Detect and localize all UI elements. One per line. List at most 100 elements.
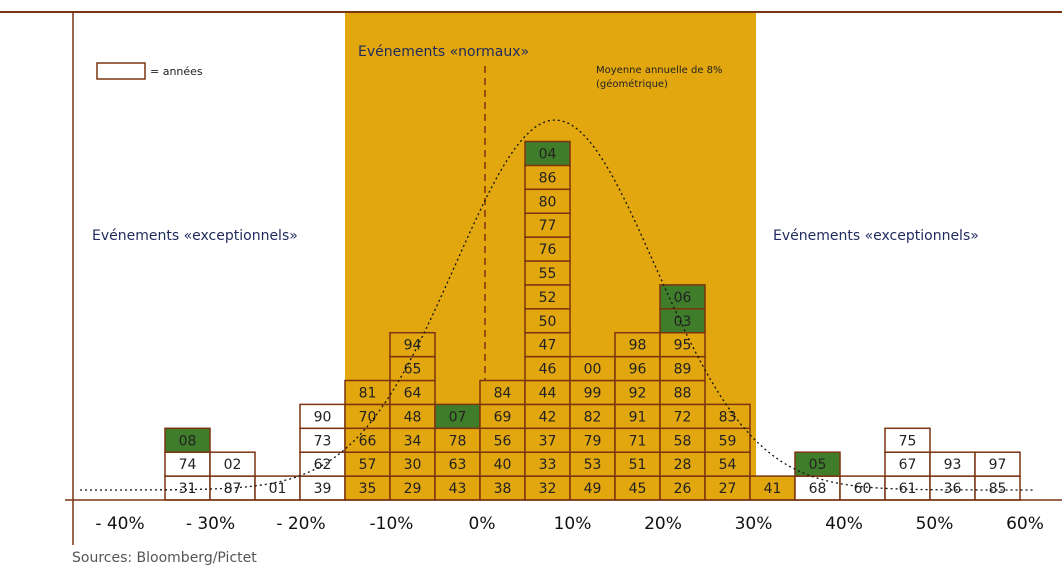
year-label: 90 <box>314 409 332 425</box>
year-label: 67 <box>899 457 917 473</box>
year-label: 81 <box>359 385 377 401</box>
year-label: 03 <box>674 314 692 330</box>
year-label: 00 <box>584 362 602 378</box>
year-label: 97 <box>989 457 1007 473</box>
year-label: 42 <box>539 409 557 425</box>
year-label: 28 <box>674 457 692 473</box>
year-label: 74 <box>179 457 197 473</box>
year-label: 26 <box>674 481 692 497</box>
year-label: 04 <box>539 146 557 162</box>
year-label: 98 <box>629 338 647 354</box>
year-label: 51 <box>629 457 647 473</box>
year-label: 82 <box>584 409 602 425</box>
year-label: 35 <box>359 481 377 497</box>
year-label: 37 <box>539 433 557 449</box>
year-cell <box>209 451 256 477</box>
year-label: 85 <box>989 481 1007 497</box>
year-label: 86 <box>539 170 557 186</box>
year-label: 88 <box>674 385 692 401</box>
year-label: 69 <box>494 409 512 425</box>
year-label: 95 <box>674 338 692 354</box>
x-tick-label: - 40% <box>95 514 144 534</box>
year-label: 39 <box>314 481 332 497</box>
x-tick-label: 40% <box>825 514 863 534</box>
year-label: 72 <box>674 409 692 425</box>
year-label: 43 <box>449 481 467 497</box>
year-cell <box>704 403 751 430</box>
legend-label: = années <box>150 65 203 78</box>
year-label: 44 <box>539 385 557 401</box>
year-label: 55 <box>539 266 557 282</box>
year-label: 64 <box>404 385 422 401</box>
year-label: 02 <box>224 457 242 473</box>
year-label: 65 <box>404 362 422 378</box>
source: Sources: Bloomberg/Pictet <box>72 550 257 566</box>
x-tick-label: - 30% <box>186 514 235 534</box>
x-tick-label: 30% <box>735 514 773 534</box>
year-label: 47 <box>539 338 557 354</box>
year-cell <box>884 427 931 453</box>
year-label: 66 <box>359 433 377 449</box>
year-cell <box>164 427 211 453</box>
x-tick-label: 0% <box>469 514 496 534</box>
year-label: 29 <box>404 481 422 497</box>
year-label: 38 <box>494 481 512 497</box>
year-cell <box>389 331 436 358</box>
legend-box <box>96 62 146 80</box>
year-label: 07 <box>449 409 467 425</box>
side-label: Evénements «exceptionnels» <box>773 228 979 244</box>
year-label: 41 <box>764 481 782 497</box>
year-label: 84 <box>494 385 512 401</box>
year-label: 71 <box>629 433 647 449</box>
bell-curve <box>80 119 1035 491</box>
year-label: 30 <box>404 457 422 473</box>
year-label: 36 <box>944 481 962 497</box>
year-label: 52 <box>539 290 557 306</box>
year-label: 92 <box>629 385 647 401</box>
year-cell <box>524 140 571 167</box>
year-label: 91 <box>629 409 647 425</box>
x-tick-label: -10% <box>370 514 414 534</box>
year-label: 53 <box>584 457 602 473</box>
year-label: 01 <box>269 481 287 497</box>
mean-note: (géométrique) <box>596 78 668 90</box>
year-label: 94 <box>404 338 422 354</box>
year-label: 34 <box>404 433 422 449</box>
year-label: 70 <box>359 409 377 425</box>
year-label: 80 <box>539 194 557 210</box>
year-label: 08 <box>179 433 197 449</box>
year-label: 75 <box>899 433 917 449</box>
year-label: 32 <box>539 481 557 497</box>
x-tick-label: 20% <box>644 514 682 534</box>
year-label: 93 <box>944 457 962 473</box>
x-tick-label: 10% <box>554 514 592 534</box>
year-label: 31 <box>179 481 197 497</box>
year-label: 46 <box>539 362 557 378</box>
x-tick-label: 50% <box>916 514 954 534</box>
year-label: 63 <box>449 457 467 473</box>
year-label: 06 <box>674 290 692 306</box>
year-label: 27 <box>719 481 737 497</box>
year-label: 76 <box>539 242 557 258</box>
year-label: 40 <box>494 457 512 473</box>
year-label: 56 <box>494 433 512 449</box>
year-label: 87 <box>224 481 242 497</box>
band-title: Evénements «normaux» <box>358 44 529 60</box>
x-tick-label: - 20% <box>276 514 325 534</box>
year-label: 73 <box>314 433 332 449</box>
year-label: 83 <box>719 409 737 425</box>
year-label: 57 <box>359 457 377 473</box>
year-label: 78 <box>449 433 467 449</box>
year-label: 60 <box>854 481 872 497</box>
year-label: 54 <box>719 457 737 473</box>
x-tick-label: 60% <box>1006 514 1044 534</box>
year-label: 58 <box>674 433 692 449</box>
year-label: 99 <box>584 385 602 401</box>
year-cell <box>974 451 1021 477</box>
year-label: 77 <box>539 218 557 234</box>
year-label: 33 <box>539 457 557 473</box>
year-label: 48 <box>404 409 422 425</box>
mean-note: Moyenne annuelle de 8% <box>596 65 723 76</box>
year-label: 50 <box>539 314 557 330</box>
